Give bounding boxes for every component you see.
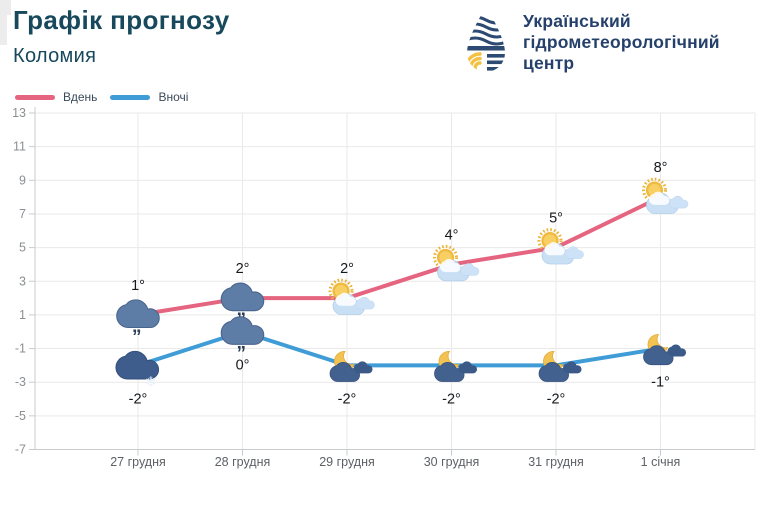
svg-text:11: 11 [13, 140, 26, 154]
rain-cloud-icon: ” [220, 316, 265, 365]
logo-line: гідрометеорологічний [523, 31, 720, 52]
point-label: 8° [654, 160, 668, 176]
sun-cloud-icon [433, 244, 480, 282]
page-edge-artifact [0, 0, 11, 15]
point-label: 1° [131, 278, 145, 294]
legend-swatch-day [15, 94, 55, 100]
sun-cloud-icon [642, 177, 689, 214]
snow-cloud-icon: ❄ [115, 350, 160, 389]
svg-text:7: 7 [19, 207, 26, 221]
svg-text:31 грудня: 31 грудня [528, 455, 584, 469]
point-label: 0° [236, 358, 250, 374]
svg-text:1: 1 [19, 308, 26, 322]
point-label: 5° [549, 211, 563, 227]
svg-text:27 грудня: 27 грудня [110, 455, 166, 469]
svg-text:”: ” [132, 327, 142, 348]
chart-header: Графік прогнозу Коломия [13, 5, 230, 68]
moon-cloud-icon [434, 350, 477, 382]
moon-cloud-icon [538, 350, 582, 382]
rain-cloud-icon: ” [116, 299, 160, 348]
point-label: -2° [442, 391, 461, 407]
x-axis-labels: 27 грудня 28 грудня 29 грудня 30 грудня 31 г… [110, 455, 680, 469]
point-label: 2° [340, 261, 354, 277]
svg-text:-5: -5 [15, 409, 26, 423]
svg-text:30 грудня: 30 грудня [424, 455, 480, 469]
water-drop-logo-icon [467, 15, 505, 72]
svg-text:”: ” [237, 344, 247, 365]
svg-text:-7: -7 [15, 443, 26, 457]
page-subtitle: Коломия [13, 45, 97, 67]
svg-text:5: 5 [19, 241, 26, 255]
axes [29, 107, 755, 456]
svg-text:-1: -1 [15, 342, 26, 356]
point-label: -2° [338, 391, 357, 407]
page-edge-artifact [0, 13, 7, 45]
point-label: -1° [651, 375, 670, 391]
gridlines [35, 112, 756, 450]
moon-cloud-icon [329, 350, 373, 382]
svg-text:❄: ❄ [145, 373, 157, 389]
point-label: -2° [129, 391, 148, 407]
chart-legend: Вдень Вночі [15, 90, 201, 104]
y-axis-labels: 13 11 9 7 5 3 1 -1 -3 -5 -7 [12, 106, 26, 457]
svg-text:9: 9 [19, 173, 26, 187]
logo-line: Український [523, 10, 631, 31]
sun-cloud-icon [328, 278, 375, 315]
legend-label-night: Вночі [158, 90, 189, 104]
page-title: Графік прогнозу [13, 5, 230, 35]
svg-text:28 грудня: 28 грудня [215, 455, 271, 469]
point-label: 2° [236, 261, 250, 277]
svg-text:-3: -3 [15, 375, 26, 389]
legend-label-day: Вдень [63, 90, 98, 104]
svg-text:13: 13 [12, 106, 26, 120]
uhmc-logo: Український гідрометеорологічний центр [462, 6, 720, 78]
legend-item-night[interactable]: Вночі [110, 90, 188, 104]
point-label: -2° [547, 391, 566, 407]
logo-text: Український гідрометеорологічний центр [523, 11, 720, 74]
svg-text:29 грудня: 29 грудня [319, 455, 375, 469]
legend-swatch-night [110, 94, 151, 100]
svg-text:1 січня: 1 січня [641, 455, 681, 469]
moon-cloud-icon [643, 334, 686, 366]
logo-line: центр [523, 52, 575, 73]
legend-item-day[interactable]: Вдень [15, 90, 97, 104]
point-label: 4° [445, 227, 459, 243]
svg-text:3: 3 [19, 274, 26, 288]
sun-cloud-icon [537, 228, 584, 265]
